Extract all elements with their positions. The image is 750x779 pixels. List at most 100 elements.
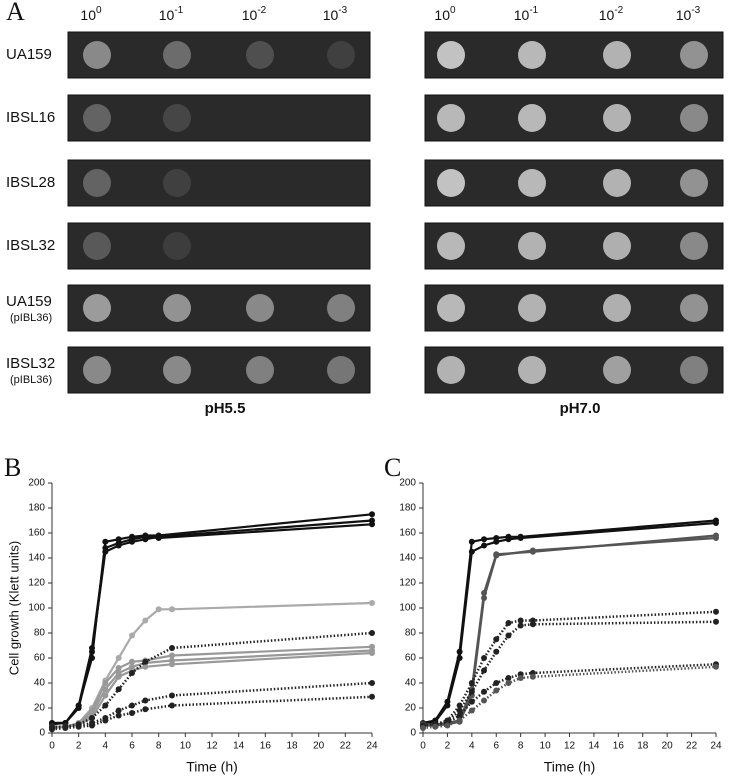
plate (67, 94, 371, 142)
y-tick-label: 120 (28, 578, 45, 589)
dilution-label: 10-2 (242, 5, 267, 23)
dilution-label: 100 (80, 5, 102, 23)
x-tick-label: 6 (129, 741, 135, 752)
data-point (115, 665, 122, 671)
data-point (129, 658, 135, 665)
plate (67, 159, 371, 207)
spot (437, 294, 465, 322)
row-label: UA159 (6, 46, 52, 63)
data-point (89, 645, 95, 651)
y-tick-label: 180 (399, 503, 416, 514)
data-point (713, 663, 719, 670)
row-label: IBSL32 (6, 237, 55, 254)
x-tick-label: 16 (613, 741, 625, 752)
data-point (456, 702, 463, 709)
spot (518, 104, 546, 132)
spot (603, 356, 631, 384)
y-tick-label: 0 (39, 728, 45, 739)
spot (83, 294, 111, 322)
panel-label: A (6, 0, 25, 26)
dilution-label: 100 (434, 5, 456, 23)
data-point (115, 673, 122, 680)
data-point (481, 667, 488, 674)
dilution-base: 10 (599, 7, 615, 23)
data-point (517, 617, 524, 624)
data-point (369, 511, 375, 518)
spot (680, 169, 708, 197)
plate (424, 159, 724, 207)
y-tick-label: 40 (34, 678, 46, 689)
data-point (62, 725, 69, 731)
data-point (115, 707, 122, 714)
y-tick-label: 20 (34, 703, 46, 714)
spot (680, 104, 708, 132)
data-point (468, 698, 475, 705)
spot (327, 356, 355, 384)
dilution-base: 10 (323, 7, 339, 23)
dilution-exponent: -2 (257, 5, 266, 16)
y-tick-label: 160 (28, 528, 45, 539)
x-tick-label: 12 (206, 741, 218, 752)
data-point (142, 658, 149, 665)
data-point (529, 547, 536, 554)
series-line (52, 601, 373, 728)
data-point (517, 535, 524, 541)
y-tick-label: 140 (399, 553, 416, 564)
spot (518, 294, 546, 322)
spot (603, 104, 631, 132)
dilution-base: 10 (159, 7, 175, 23)
data-point (493, 636, 500, 643)
x-tick-label: 10 (540, 741, 552, 752)
spot (163, 356, 191, 384)
condition-label: pH7.0 (560, 400, 601, 417)
data-point (155, 535, 162, 541)
data-point (369, 521, 375, 528)
data-point (432, 723, 439, 730)
y-tick-label: 60 (34, 653, 46, 664)
data-point (505, 675, 512, 681)
x-tick-label: 14 (588, 741, 600, 752)
spot (246, 41, 274, 69)
spot (518, 232, 546, 260)
y-tick-label: 200 (28, 478, 45, 489)
x-axis-label: Time (h) (186, 759, 238, 775)
plate (67, 222, 371, 270)
plate (67, 346, 371, 394)
spot (518, 356, 546, 384)
plate (424, 222, 724, 270)
dilution-exponent: -3 (338, 5, 347, 16)
spot (680, 294, 708, 322)
data-point (456, 655, 463, 661)
data-point (529, 673, 536, 680)
spot (246, 294, 274, 322)
dilution-label: 10-2 (599, 5, 624, 23)
x-tick-label: 2 (445, 741, 451, 752)
data-point (169, 692, 175, 699)
data-point (169, 661, 175, 668)
data-point (169, 645, 175, 651)
data-point (142, 617, 149, 624)
y-tick-label: 80 (405, 628, 417, 639)
x-tick-label: 10 (180, 741, 192, 752)
spot (603, 294, 631, 322)
plate (424, 284, 724, 332)
row-label: UA159 (6, 293, 52, 310)
x-tick-label: 8 (518, 741, 524, 752)
series-line (422, 665, 717, 730)
data-point (468, 707, 475, 714)
data-point (89, 715, 95, 721)
data-point (142, 697, 149, 704)
plate (424, 94, 724, 142)
y-axis-label: Cell growth (Klett units) (6, 541, 21, 675)
dilution-base: 10 (676, 7, 692, 23)
spot (518, 169, 546, 197)
dilution-base: 10 (514, 7, 530, 23)
spot (83, 232, 111, 260)
data-point (505, 536, 512, 543)
data-point (115, 686, 122, 693)
dilution-label: 10-1 (514, 5, 539, 23)
data-point (517, 675, 524, 681)
data-point (369, 630, 375, 636)
series-line (51, 651, 373, 730)
